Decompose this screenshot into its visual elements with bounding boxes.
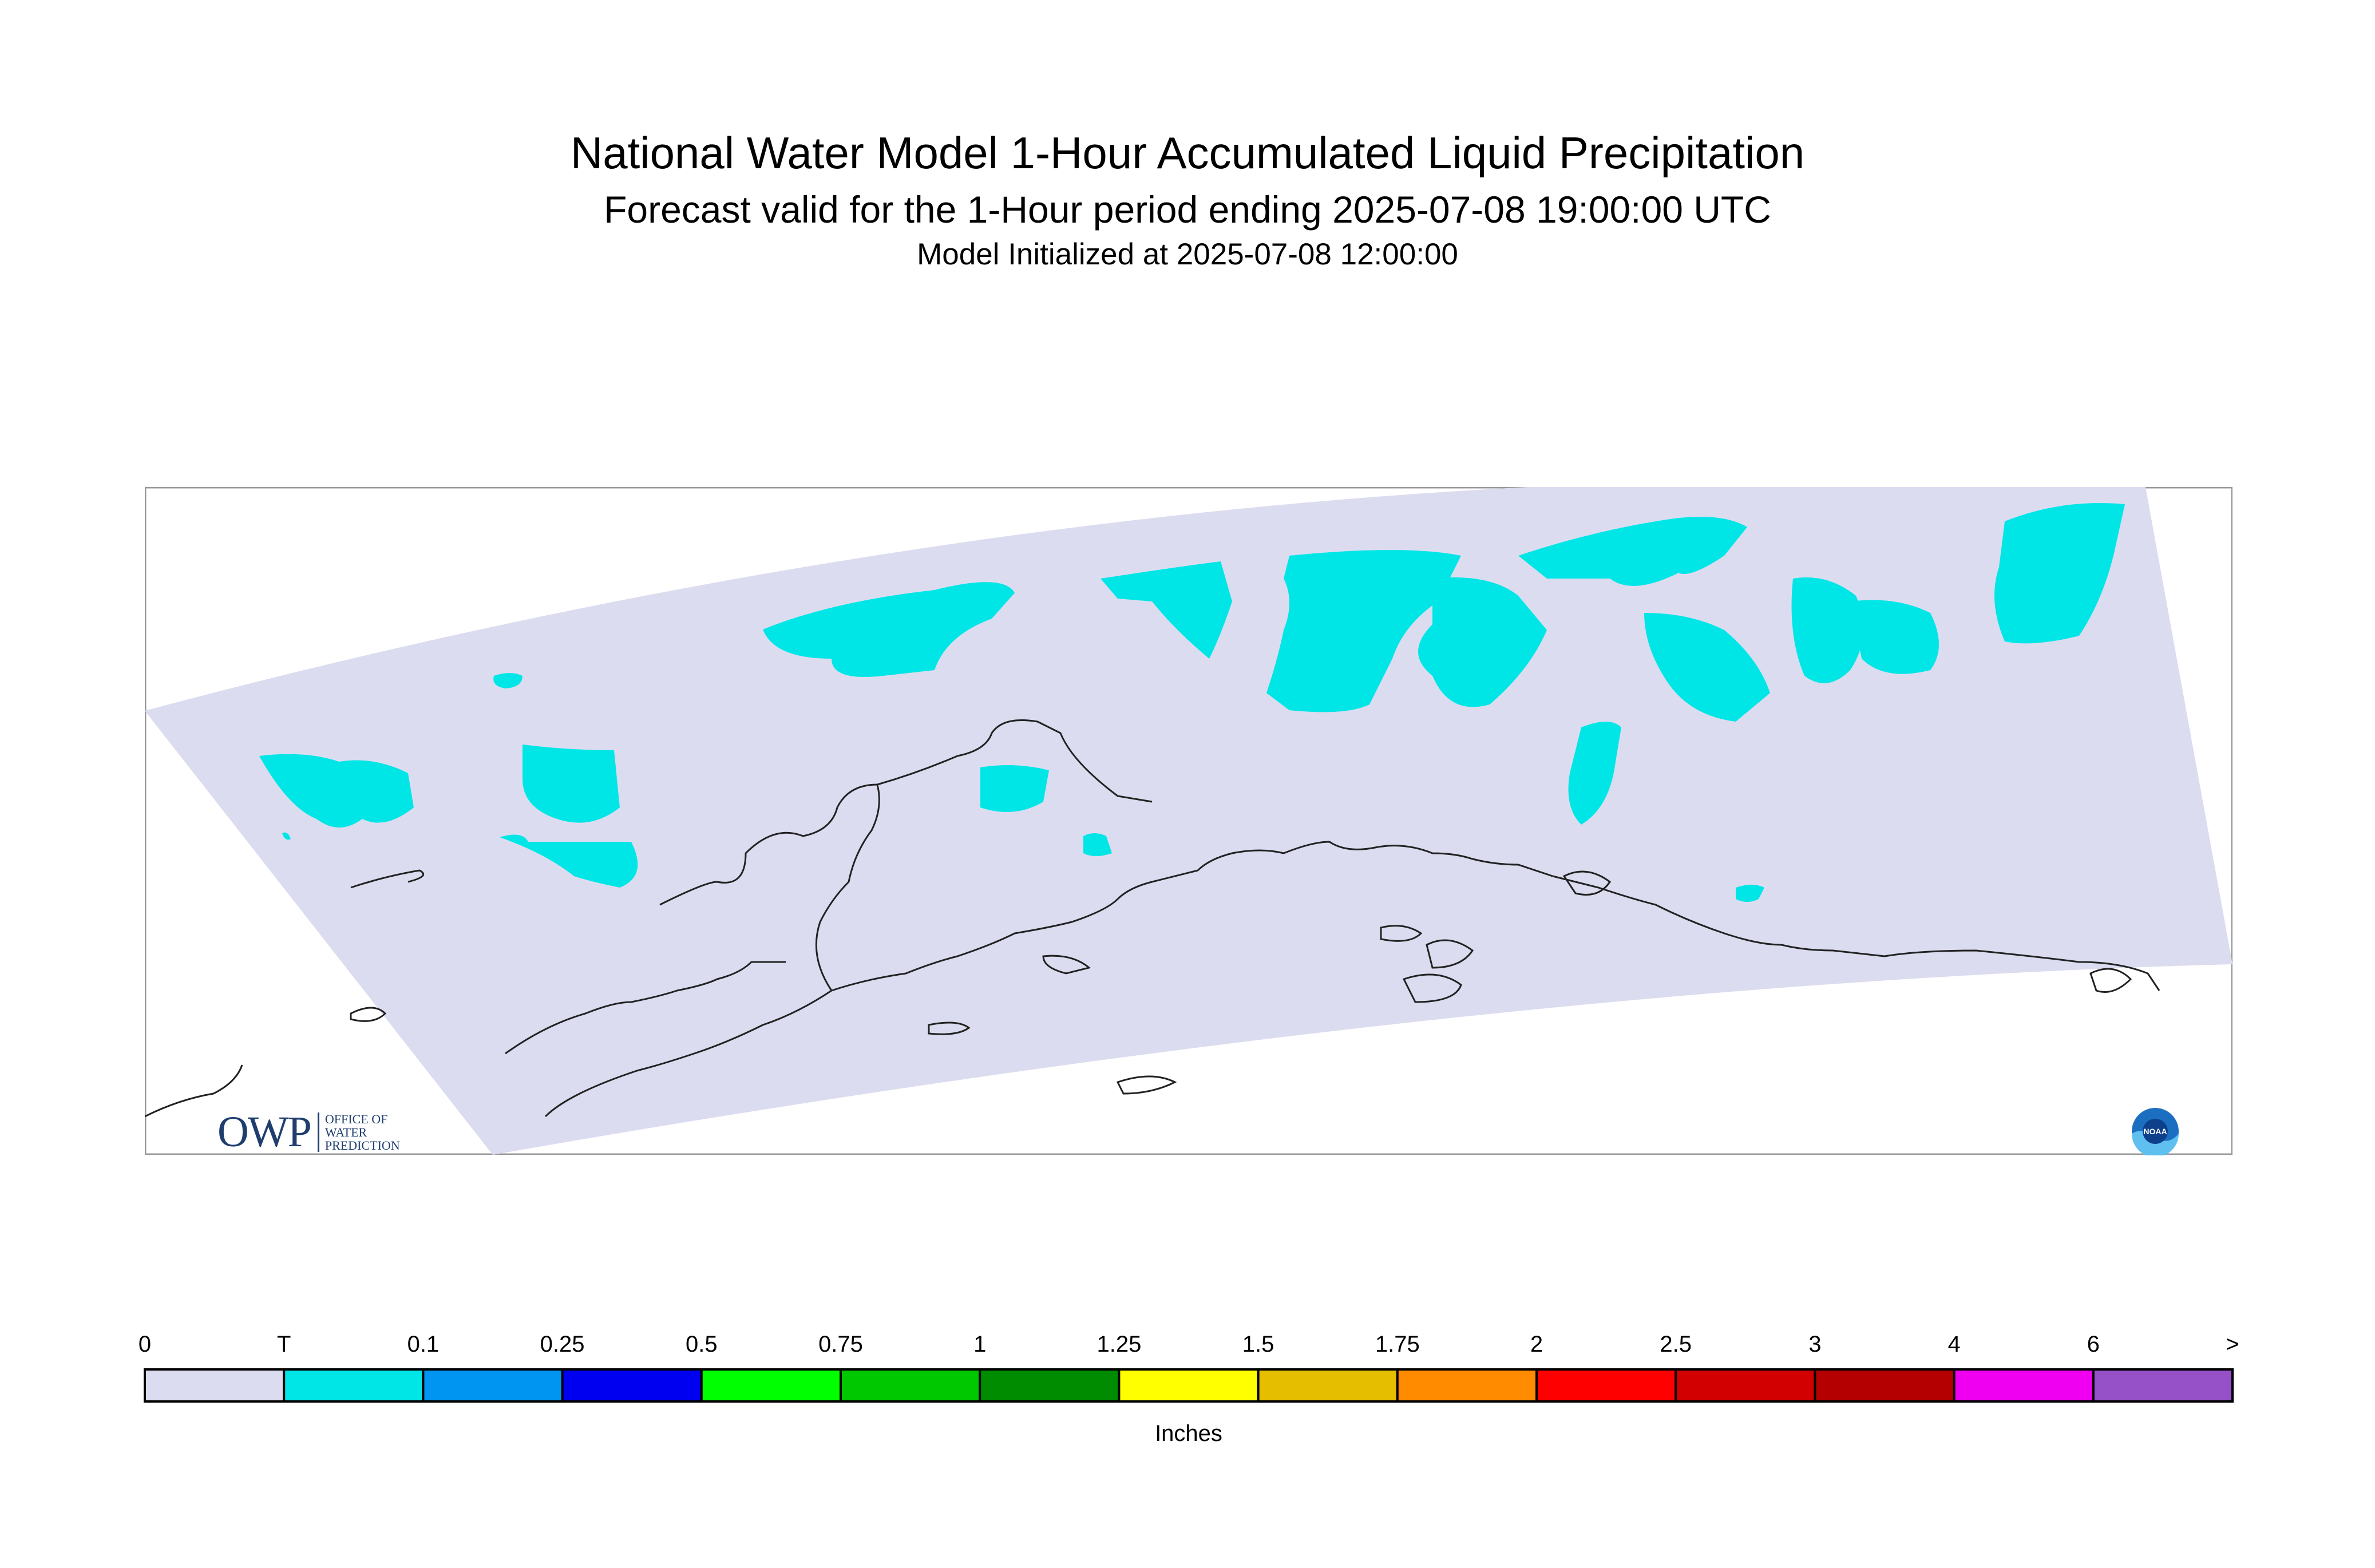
trace-area [763,582,1015,677]
legend-tick-label: 3 [1808,1332,1821,1357]
trace-area [1568,722,1621,825]
legend-tick-label: 1.5 [1242,1332,1274,1357]
legend-tick-label: 6 [2087,1332,2100,1357]
legend-tick-label: 0.25 [540,1332,585,1357]
coastline [928,1021,971,1035]
legend-swatch [2092,1368,2234,1403]
trace-area [1791,577,1863,683]
legend-tick-label: 4 [1948,1332,1960,1357]
coastline [1426,939,1474,969]
legend-swatch [1814,1368,1956,1403]
coastline [544,989,832,1118]
legend-tick-label: T [277,1332,291,1357]
coastline [815,784,880,991]
legend-tick-label: 0.75 [818,1332,863,1357]
legend-tick-label: > [2226,1332,2239,1357]
trace-area [1418,577,1547,707]
coastline [2089,968,2132,993]
legend-swatch [1675,1368,1816,1403]
trace-area [1736,885,1764,902]
coastline [1042,955,1091,975]
legend-swatch [1118,1368,1260,1403]
map-title: National Water Model 1-Hour Accumulated … [570,128,1805,178]
legend-tick-label: 1.75 [1375,1332,1420,1357]
legend-tick-label: 1 [973,1332,986,1357]
trace-area [1644,613,1770,722]
coastline [350,869,425,889]
noaa-logo: NOAA [2132,1108,2179,1155]
legend-swatch [1257,1368,1399,1403]
legend-swatch [1535,1368,1677,1403]
trace-area [1994,503,2125,644]
owp-line-1: OFFICE OF [324,1112,388,1126]
trace-area [1518,517,1747,586]
coastline [659,719,1153,906]
legend-tick-label: 0.1 [407,1332,440,1357]
legend-tick-label: 1.25 [1097,1332,1141,1357]
trace-precip-areas [259,503,2125,902]
legend-swatch [561,1368,703,1403]
coastline [1402,973,1462,1003]
legend-swatch [1953,1368,2095,1403]
legend-swatch [283,1368,425,1403]
owp-logo-subtitle: OFFICE OF WATER PREDICTION [317,1112,400,1153]
coastline [1116,1075,1177,1095]
legend-swatch [979,1368,1121,1403]
legend-swatch [1396,1368,1538,1403]
owp-logo-mark: OWP [217,1108,312,1156]
coastlines [145,719,2160,1118]
legend-swatch [144,1368,286,1403]
forecast-valid-subtitle: Forecast valid for the 1-Hour period end… [604,188,1771,231]
trace-area [522,745,620,823]
owp-logo: OWP OFFICE OF WATER PREDICTION [217,1107,400,1157]
noaa-logo-text: NOAA [2143,1127,2167,1136]
trace-area [282,832,291,840]
trace-area [259,754,414,827]
coastline [350,1007,387,1022]
precipitation-map [145,487,2232,1155]
model-init-line: Model Initialized at 2025-07-08 12:00:00 [917,237,1458,271]
trace-area [493,673,522,688]
legend-swatch [422,1368,564,1403]
coastline [1197,841,1553,877]
coastline [1552,875,2160,991]
legend-swatch [700,1368,842,1403]
legend-tick-label: 0.5 [686,1332,718,1357]
trace-area [980,765,1049,812]
trace-area [1266,550,1461,712]
legend-tick-label: 2 [1530,1332,1543,1357]
coastline [1562,870,1612,896]
trace-area [1850,600,1939,674]
legend-tick-label: 2.5 [1660,1332,1692,1357]
trace-area [1083,833,1112,856]
trace-area [1101,561,1232,659]
coastline [505,961,786,1055]
legend-units-label: Inches [1155,1421,1222,1446]
legend-swatch [840,1368,981,1403]
owp-line-3: PREDICTION [324,1138,400,1153]
coastline [1380,925,1423,942]
legend-tick-label: 0 [138,1332,151,1357]
owp-line-2: WATER [324,1125,367,1139]
trace-area [500,834,638,888]
coastline [145,1064,243,1118]
coastline [831,869,1198,992]
